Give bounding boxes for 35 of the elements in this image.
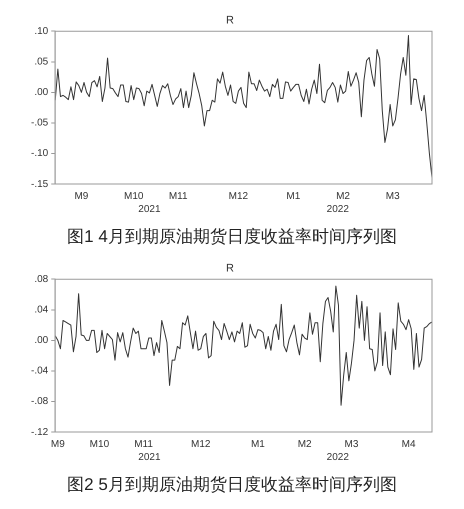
chart-title: R (226, 14, 234, 27)
text: 2022 (326, 204, 350, 215)
caption: 图1 4月到期原油期货日度收益率时间序列图 (66, 226, 398, 248)
x-tick-label: M1 (250, 438, 266, 450)
x-tick-label: M3 (344, 438, 359, 450)
x-tick-label: M9 (50, 438, 66, 450)
x-tick-label: M10 (90, 438, 110, 450)
x-tick-label: M11 (134, 438, 154, 450)
y-tick-label: .00 (34, 335, 49, 346)
y-tick-label: -.04 (30, 366, 49, 377)
x-tick-label: M1 (286, 190, 301, 202)
y-tick-label: .08 (34, 274, 49, 285)
chart-title: R (226, 262, 234, 275)
x-tick-label: M11 (168, 190, 188, 202)
y-tick-label: .00 (34, 87, 49, 98)
x-tick-label: M2 (336, 190, 350, 202)
x-tick-label: M10 (124, 190, 144, 202)
y-tick-label: -.10 (30, 148, 49, 160)
x-tick-label: M12 (191, 438, 211, 450)
y-tick-label: .04 (34, 304, 49, 316)
y-tick-label: -.12 (30, 426, 49, 438)
x-tick-label: M4 (402, 438, 416, 450)
x-tick-label: M9 (74, 190, 89, 202)
x-tick-label: M3 (386, 190, 400, 202)
y-tick-label: -.05 (30, 118, 49, 129)
text: 2021 (138, 452, 161, 463)
y-tick-label: .10 (34, 26, 49, 37)
x-tick-label: M12 (228, 190, 249, 202)
caption: 图2 5月到期原油期货日度收益率时间序列图 (66, 474, 398, 496)
y-tick-label: -.08 (30, 396, 49, 408)
y-tick-label: -.15 (30, 178, 49, 190)
y-tick-label: .05 (34, 56, 49, 68)
x-tick-label: M2 (298, 438, 312, 450)
text: 2021 (138, 204, 161, 215)
text: 2022 (326, 452, 350, 463)
